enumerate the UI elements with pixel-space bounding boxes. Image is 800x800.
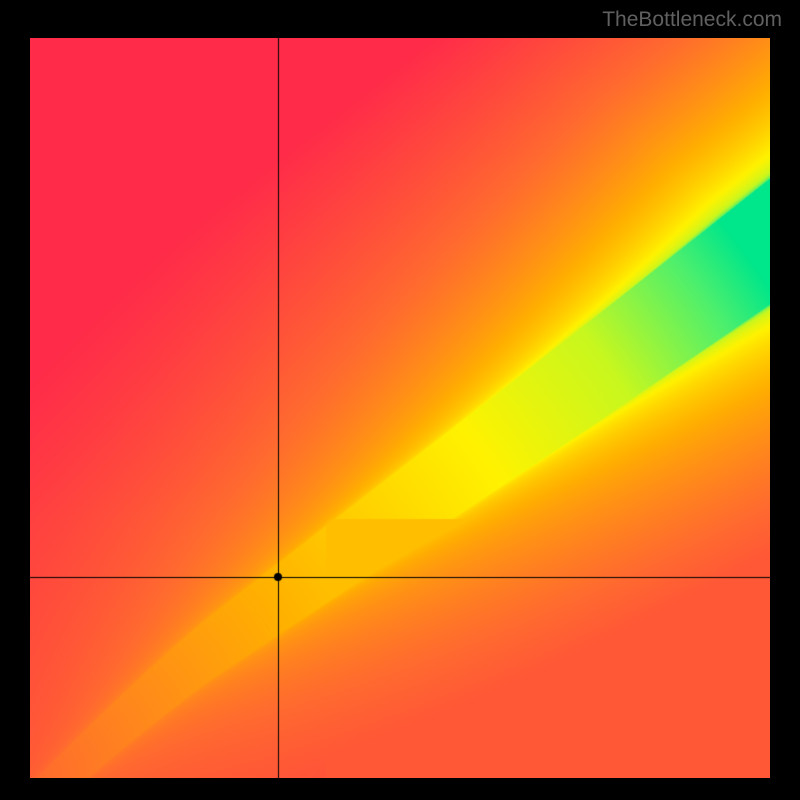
watermark-label: TheBottleneck.com	[602, 8, 782, 32]
heatmap-plot	[30, 38, 770, 778]
chart-container: TheBottleneck.com	[0, 0, 800, 800]
heatmap-canvas	[30, 38, 770, 778]
